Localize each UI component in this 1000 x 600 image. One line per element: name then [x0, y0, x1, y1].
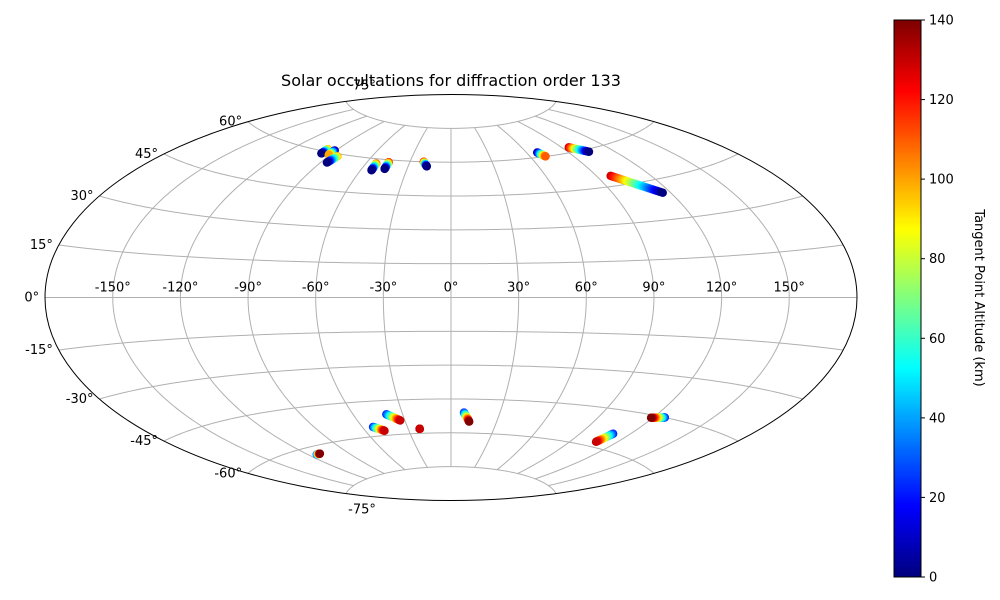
latitude-tick-label: -75° [348, 503, 376, 518]
colorbar-gradient [894, 20, 921, 577]
parallel-line [99, 364, 803, 400]
longitude-tick-label: 120° [706, 281, 737, 296]
colorbar-tick-label: 100 [929, 173, 954, 188]
occultation-point [591, 437, 601, 447]
occultation-point [646, 413, 656, 422]
colorbar: 0 20 40 60 80 100 120 140 Tangent Point Altitud… [893, 14, 986, 586]
parallel-line [58, 244, 844, 265]
parallel-line [247, 432, 655, 474]
longitude-tick-label: -150° [95, 281, 131, 296]
parallel-line [345, 466, 557, 494]
occultation-point [584, 147, 594, 156]
longitude-tick-label: -120° [162, 281, 198, 296]
occultation-point [380, 164, 389, 174]
occultation-point [315, 449, 325, 458]
colorbar-ticks: 0 20 40 60 80 100 120 140 [921, 14, 954, 586]
latitude-tick-label: -30° [66, 392, 94, 407]
occultation-point [322, 158, 332, 167]
longitude-tick-label: -60° [302, 281, 330, 296]
latitude-tick-label: 75° [353, 79, 376, 94]
parallel-line [247, 121, 655, 163]
colorbar-label: Tangent Point Altitude (km) [971, 208, 986, 386]
occultation-point [464, 417, 474, 426]
colorbar-frame [893, 19, 922, 578]
parallel-line [345, 101, 557, 129]
colorbar-tick-label: 20 [929, 491, 946, 506]
occultation-point [317, 149, 326, 158]
latitude-tick-label: 15° [30, 238, 53, 253]
colorbar-tick-label: 140 [929, 14, 954, 29]
latitude-tick-label: 30° [70, 189, 93, 204]
occultation-point [422, 162, 431, 171]
longitude-tick-labels: -150° -120° -90° -60° -30° 0° 30° 60° 90° 120° 150… [95, 281, 805, 296]
colorbar-tick-label: 40 [929, 411, 946, 426]
map-grid [45, 101, 857, 494]
longitude-tick-label: 30° [507, 281, 530, 296]
occultation-points [312, 143, 670, 459]
longitude-tick-label: 90° [642, 281, 665, 296]
longitude-tick-label: -30° [370, 281, 398, 296]
latitude-tick-label: -60° [214, 466, 242, 481]
colorbar-tick-label: 60 [929, 332, 946, 347]
parallel-line [163, 153, 739, 197]
latitude-tick-label: 60° [219, 115, 242, 130]
occultation-point [396, 416, 405, 425]
longitude-tick-label: 0° [444, 281, 459, 296]
longitude-tick-label: -90° [234, 281, 262, 296]
latitude-tick-labels: -75° -60° -45° -30° -15° 0° 15° 30° 45° 60° 75° [24, 79, 376, 518]
colorbar-tick-label: 80 [929, 252, 946, 267]
latitude-tick-label: 45° [135, 147, 158, 162]
colorbar-tick-label: 0 [929, 571, 937, 586]
latitude-tick-label: -15° [25, 343, 53, 358]
parallel-line [58, 330, 844, 351]
occultation-point [541, 152, 550, 161]
map-boundary [44, 94, 858, 501]
occultation-point [658, 188, 667, 197]
occultation-point [367, 166, 376, 175]
chart-title: Solar occultations for diffraction order… [281, 71, 621, 90]
longitude-tick-label: 150° [774, 281, 805, 296]
colorbar-tick-label: 120 [929, 93, 954, 108]
longitude-tick-label: 60° [575, 281, 598, 296]
latitude-tick-label: -45° [130, 434, 158, 449]
parallel-line [99, 195, 803, 231]
occultation-point [380, 426, 389, 436]
occultation-point [415, 424, 424, 434]
latitude-tick-label: 0° [24, 291, 39, 306]
